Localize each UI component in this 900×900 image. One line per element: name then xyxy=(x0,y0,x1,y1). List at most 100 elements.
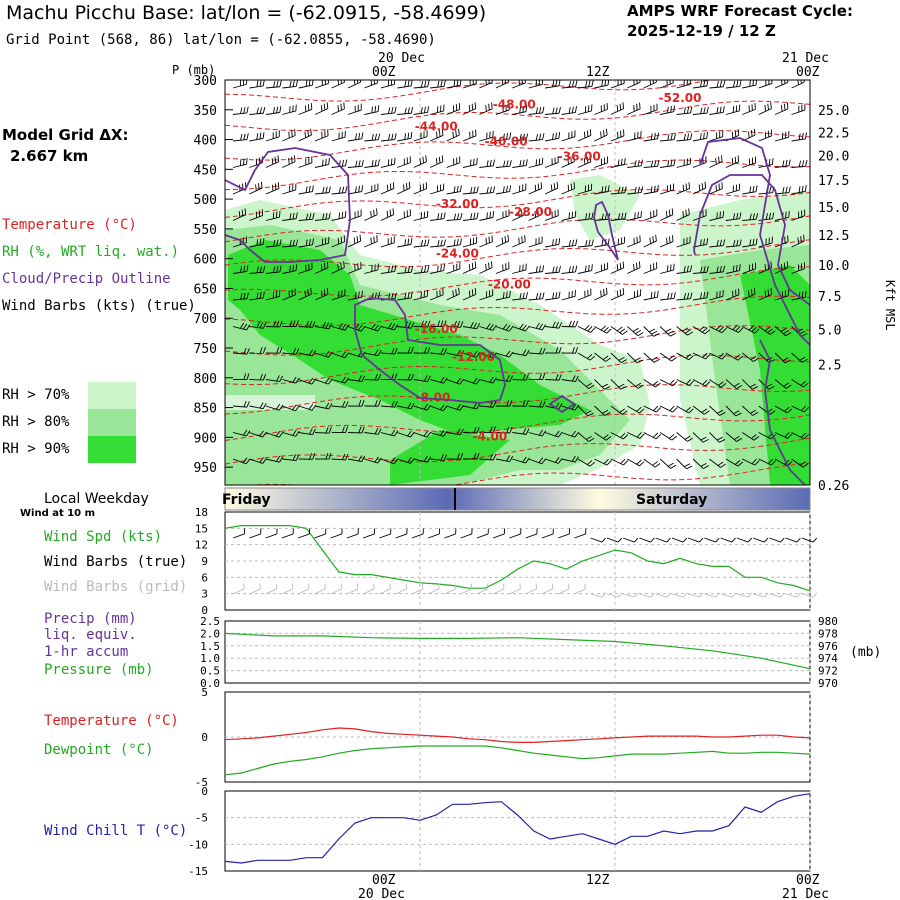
wind-barb xyxy=(413,155,427,168)
wind-barb xyxy=(610,158,626,168)
rh-key-90-label: RH > 90% xyxy=(2,441,70,457)
wind-barb xyxy=(577,352,596,361)
wind-barb xyxy=(364,159,380,168)
wind-barb xyxy=(528,347,546,355)
wind-barb xyxy=(544,209,559,221)
wind-barb xyxy=(282,129,296,142)
wind-barb xyxy=(479,426,496,433)
precip-tick-label: 0.0 xyxy=(200,677,220,690)
wind-barb xyxy=(512,208,526,221)
wind-barb xyxy=(495,80,510,89)
pressure-axis-label: P (mb) xyxy=(172,63,215,77)
wind-barb xyxy=(298,156,313,168)
kft-tick-label: 2.5 xyxy=(818,359,841,374)
wind-barb xyxy=(364,349,382,357)
wind-barb-true xyxy=(265,528,278,539)
date-bottom-21dec: 21 Dec xyxy=(782,887,829,900)
wind-barb xyxy=(429,429,448,437)
wind-barb xyxy=(282,288,296,301)
wind-barb xyxy=(265,155,280,168)
wind-barb xyxy=(479,235,493,248)
wind-barb-grid xyxy=(346,583,359,595)
wind-barb xyxy=(282,320,299,327)
wind-barb-grid xyxy=(557,583,570,595)
wind-barb xyxy=(429,376,448,384)
temperature-contour-line xyxy=(225,354,810,386)
wind-barb xyxy=(282,404,300,412)
wind-barb xyxy=(577,432,595,442)
temperature-contour-line xyxy=(225,413,810,441)
rh-key-90-swatch xyxy=(88,436,136,463)
wind-barb xyxy=(594,405,611,416)
wind-barb xyxy=(610,80,625,89)
wind-barb xyxy=(643,234,657,248)
date-bottom-20dec: 20 Dec xyxy=(358,887,405,900)
wind-barb xyxy=(676,458,693,470)
wind-barb xyxy=(758,326,776,335)
wind-barb xyxy=(659,326,677,337)
wind-barb xyxy=(314,129,329,142)
wind-barb xyxy=(479,376,497,384)
wind-barb xyxy=(709,210,725,221)
cloud-outline-thin xyxy=(593,200,619,261)
pressure-tick-label-850: 850 xyxy=(194,402,217,417)
wind-barb xyxy=(232,133,249,142)
legend-liq-equiv: liq. equiv. xyxy=(44,627,137,643)
wind-barb xyxy=(561,347,579,354)
wind-barb xyxy=(298,103,313,115)
rh-key-70-label: RH > 70% xyxy=(2,387,70,403)
wind-barb xyxy=(397,181,411,195)
temp-tick-label: -5 xyxy=(195,776,208,789)
wind-barb xyxy=(397,265,414,274)
wind-barb xyxy=(331,211,347,221)
wind-barb xyxy=(577,129,592,142)
wind-barb xyxy=(643,132,660,142)
wind-barb xyxy=(594,379,611,390)
wind-barb xyxy=(676,379,694,386)
wind-barb xyxy=(512,159,528,168)
wind-barb xyxy=(725,405,742,417)
legend-wind-barbs-grid: Wind Barbs (grid) xyxy=(44,579,188,595)
wind-barb xyxy=(479,323,497,331)
wind-barb-true xyxy=(460,528,473,539)
wind-barb xyxy=(462,102,477,115)
wind-barb xyxy=(692,405,710,415)
wind-barb xyxy=(594,156,609,168)
wind-barb xyxy=(709,352,727,360)
wind-barb xyxy=(462,261,477,274)
wind-barb xyxy=(364,208,378,221)
wind-barb xyxy=(249,457,267,464)
wind-barb xyxy=(545,373,562,381)
weekday-saturday: Saturday xyxy=(636,492,707,508)
rh-key-80-label: RH > 80% xyxy=(2,414,70,430)
wind-barb xyxy=(479,261,493,274)
wind-barb xyxy=(659,235,674,248)
wind-barb xyxy=(446,453,464,460)
wind-barb xyxy=(331,323,350,331)
wind-barb xyxy=(380,457,399,465)
wind-barb xyxy=(265,430,284,438)
wind-barb xyxy=(446,185,462,195)
wind-barb xyxy=(479,186,496,195)
wind-barb xyxy=(282,264,298,274)
temperature-contour-label: -24.00 xyxy=(436,246,479,260)
temperature-contour-label: -20.00 xyxy=(488,277,531,291)
wind-barb xyxy=(282,454,300,461)
wind-barb xyxy=(659,352,677,362)
wind-barb xyxy=(725,183,741,195)
wind-barb xyxy=(643,290,659,301)
kft-tick-label: 17.5 xyxy=(818,174,849,189)
wind-barb xyxy=(446,238,462,248)
wind-barb xyxy=(528,236,543,248)
wind-barb xyxy=(446,103,461,115)
wind-barb xyxy=(758,129,773,142)
wind-barb xyxy=(692,181,707,195)
kft-tick-label: 12.5 xyxy=(818,229,849,244)
wind-barb xyxy=(544,181,559,195)
cloud-outline-layer xyxy=(225,137,810,485)
wind-barb xyxy=(577,155,592,168)
wind-barb xyxy=(528,292,545,301)
wind-barb xyxy=(282,104,297,115)
wind-barb xyxy=(331,80,345,89)
pressure-tick-label-700: 700 xyxy=(194,312,217,327)
